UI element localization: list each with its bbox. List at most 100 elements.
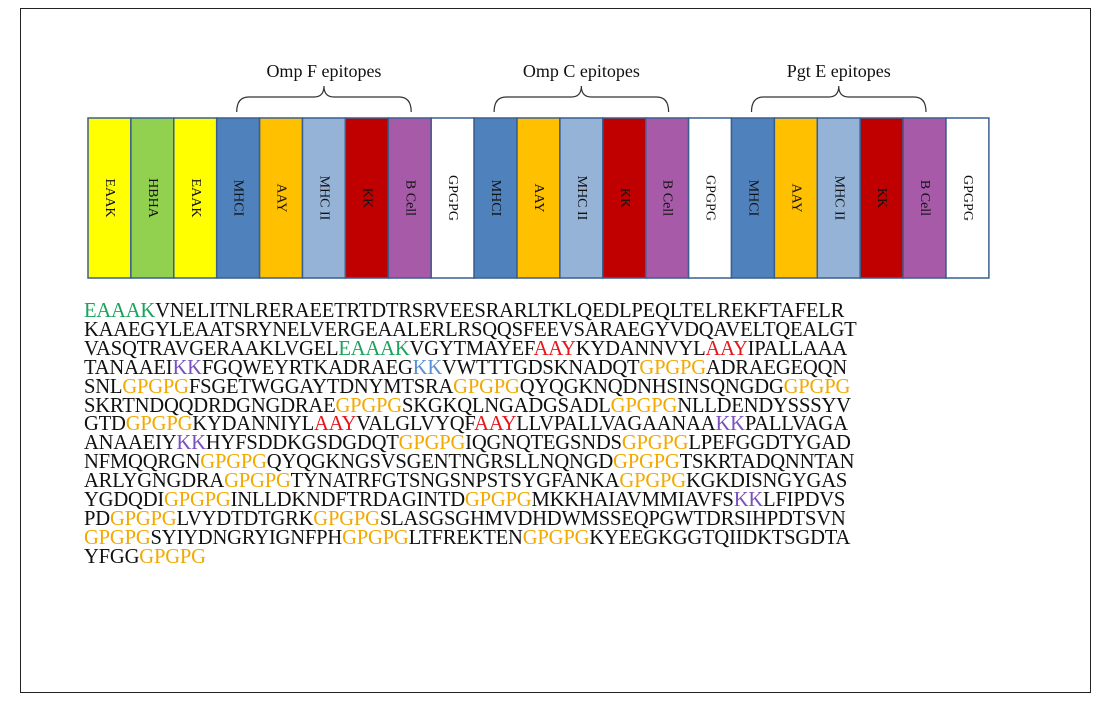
highlight-red: AAY: [705, 337, 748, 360]
segment-label: HBHA: [145, 178, 160, 219]
sequence-text: IQGNQTEGSNDS: [465, 432, 622, 455]
group-label: Pgt E epitopes: [787, 61, 891, 81]
sequence-line: EAAAKVNELITNLRERAEETRTDTRSRVEESRARLTKLQE…: [84, 301, 1004, 322]
sequence-line: ARLYGNGDRAGPGPGTYNATRFGTSNGSNPSTSYGFANKA…: [84, 470, 1004, 493]
highlight-orange: GPGPG: [313, 507, 380, 530]
sequence-text: KGKDISNGYGAS: [685, 470, 848, 493]
sequence-text: KYEEGKGGTQIIDKTSGDTA: [589, 526, 851, 549]
sequence-line: KAAEGYLEAATSRYNELVERGEAALERLRSQQSFEEVSAR…: [84, 320, 1004, 341]
segment-label: EAAK: [102, 179, 117, 218]
sequence-line: GPGPGSYIYDNGRYIGNFPHGPGPGLTFREKTENGPGPGK…: [84, 526, 1004, 549]
sequence-text: NLLDENDYSSSYV: [677, 394, 851, 417]
segment-box: [559, 117, 604, 279]
highlight-orange: GPGPG: [621, 432, 689, 455]
sequence-text: TYNATRFGTSNGSNPSTSYGFANKA: [290, 470, 620, 493]
highlight-orange: GPGPG: [139, 545, 206, 568]
highlight-blue: KK: [412, 356, 443, 379]
sequence-text: ADRAEGEQQN: [705, 356, 847, 379]
highlight-purple: KK: [733, 489, 764, 512]
highlight-orange: GPGPG: [610, 394, 678, 417]
group-brace: [493, 85, 670, 113]
sequence-text: TSKRTADQNNTAN: [679, 451, 855, 474]
highlight-orange: GPGPG: [619, 470, 686, 493]
highlight-orange: GPGPG: [164, 489, 231, 512]
segment-box: [773, 117, 819, 279]
segment-eaak: EAAK: [87, 117, 132, 279]
sequence-line: GTDGPGPGKYDANNIYLAAYVALGLVYQFAAYLLVPALLV…: [84, 413, 1004, 436]
sequence-line: PDGPGPGLVYDTDTGRKGPGPGSLASGSGHMVDHDWMSSE…: [84, 507, 1004, 530]
segment-box: [344, 117, 390, 279]
sequence-text: FSGETWGGAYTDNYMTSRA: [188, 375, 454, 398]
segment-aay: AAY: [773, 117, 819, 279]
segment-label: GPGPG: [445, 175, 460, 221]
sequence-line: SNLGPGPGFSGETWGGAYTDNYMTSRAGPGPGQYQGKNQD…: [84, 375, 1004, 398]
segment-mhc-ii: MHC II: [559, 117, 604, 279]
sequence-text: SLASGSGHMVDHDWMSSEQPGWTDRSIHPDTSVN: [379, 507, 846, 530]
segment-gpgpg: GPGPG: [687, 117, 733, 279]
segment-label: AAY: [274, 183, 289, 212]
sequence-text: FGQWEYRTKADRAEG: [201, 356, 413, 379]
highlight-orange: GPGPG: [109, 507, 177, 530]
segment-label: MHC II: [574, 176, 589, 221]
segment-eaak: EAAK: [173, 117, 218, 279]
sequence-text: MKKHAIAVMMIAVFS: [531, 489, 734, 512]
highlight-purple: KK: [176, 432, 206, 455]
segment-mhci: MHCI: [730, 117, 776, 279]
highlight-orange: GPGPG: [122, 375, 189, 398]
segment-kk: KK: [859, 117, 904, 279]
segment-label: KK: [874, 188, 889, 208]
segment-label: B Cell: [402, 180, 417, 216]
highlight-orange: GPGPG: [453, 375, 520, 398]
segment-box: [644, 117, 690, 279]
sequence-text: KYDANNIYL: [192, 413, 315, 436]
segment-mhc-ii: MHC II: [301, 117, 347, 279]
sequence-text: SNL: [84, 375, 123, 398]
figure-frame: [20, 8, 1091, 693]
sequence-line: NFMQQRGNGPGPGQYQGKNGSVSGENTNGRSLLNQNGDGP…: [84, 451, 1004, 474]
highlight-orange: GPGPG: [84, 526, 151, 549]
sequence-text: VALGLVYQF: [356, 413, 475, 436]
segment-kk: KK: [344, 117, 390, 279]
highlight-orange: GPGPG: [522, 526, 590, 549]
segment-label: KK: [617, 188, 632, 208]
segment-b-cell: B Cell: [644, 117, 690, 279]
segment-box: [258, 117, 304, 279]
segment-mhci: MHCI: [215, 117, 261, 279]
segment-mhc-ii: MHC II: [816, 117, 861, 279]
sequence-text: YFGG: [84, 545, 140, 568]
group-label: Omp C epitopes: [523, 61, 640, 81]
segment-b-cell: B Cell: [902, 117, 947, 279]
sequence-text: LFIPDVS: [763, 489, 846, 512]
sequence-text: INLLDKNDFTRDAGINTD: [230, 489, 466, 512]
group-brace: [236, 85, 412, 113]
sequence-text: KYDANNVYL: [575, 337, 706, 360]
sequence-text: VASQTRAVGERAAKLVGEL: [84, 337, 339, 360]
sequence-text: IPALLAAA: [747, 337, 848, 360]
segment-label: KK: [359, 188, 374, 208]
highlight-orange: GPGPG: [224, 470, 291, 493]
sequence-text: PD: [84, 507, 110, 530]
segment-label: B Cell: [917, 180, 932, 216]
sequence-text: VWTTTGDSKNADQT: [442, 356, 640, 379]
sequence-text: LPEFGGDTYGAD: [688, 432, 851, 455]
highlight-red: AAY: [474, 413, 517, 436]
segment-label: EAAK: [188, 179, 203, 218]
sequence-line: TANAAEIKKFGQWEYRTKADRAEGKKVWTTTGDSKNADQT…: [84, 356, 1004, 379]
highlight-red: AAY: [314, 413, 357, 436]
segment-aay: AAY: [258, 117, 304, 279]
segment-box: [473, 117, 518, 279]
sequence-text: QYQGKNGSVSGENTNGRSLLNQNGD: [266, 451, 614, 474]
sequence-text: SYIYDNGRYIGNFPH: [150, 526, 343, 549]
sequence-line: VASQTRAVGERAAKLVGELEAAAKVGYTMAYEFAAYKYDA…: [84, 337, 1004, 360]
segment-box: [430, 117, 475, 279]
construct-diagram: Omp F epitopes Omp C epitopes Pgt E epitop…: [87, 61, 990, 279]
group-brace: [750, 85, 927, 113]
segment-label: GPGPG: [960, 175, 975, 221]
segment-box: [602, 117, 647, 279]
segment-label: GPGPG: [703, 175, 718, 221]
vaccine-sequence: EAAAKVNELITNLRERAEETRTDTRSRVEESRARLTKLQE…: [84, 301, 1004, 568]
segment-kk: KK: [602, 117, 647, 279]
highlight-orange: GPGPG: [613, 451, 680, 474]
segment-box: [730, 117, 776, 279]
segment-hbha: HBHA: [130, 117, 175, 279]
